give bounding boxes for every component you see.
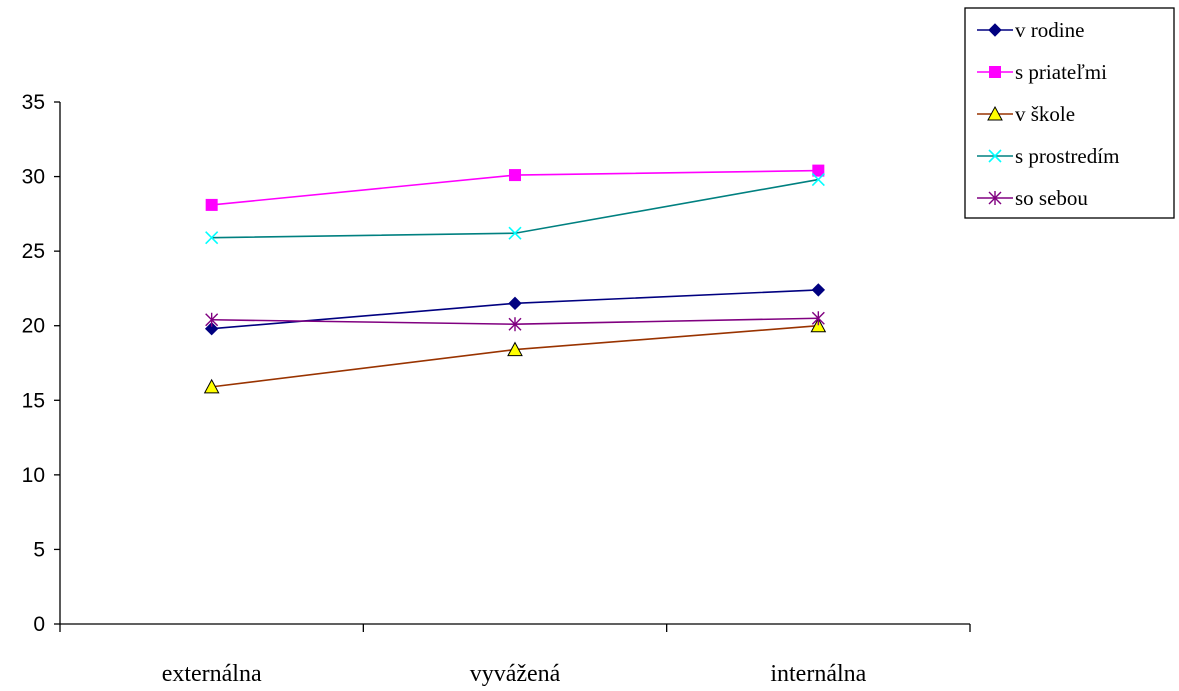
legend-marker bbox=[988, 23, 1002, 37]
series-line bbox=[211, 178, 819, 239]
x-tick-label: internálna bbox=[770, 661, 866, 687]
legend-marker bbox=[988, 191, 1002, 205]
x-axis-ticks: externálna vyvážená internálna bbox=[59, 624, 971, 687]
y-tick-label: 20 bbox=[22, 315, 45, 338]
y-tick-label: 30 bbox=[22, 166, 45, 189]
data-point bbox=[507, 341, 523, 357]
legend-item: v rodine bbox=[977, 18, 1084, 42]
data-point bbox=[812, 164, 825, 177]
legend-marker bbox=[987, 105, 1003, 121]
data-point bbox=[508, 296, 522, 311]
series-so-sebou bbox=[205, 311, 825, 332]
y-tick-label: 15 bbox=[22, 389, 45, 412]
series-s-prostred-m bbox=[205, 172, 825, 245]
chart-axes bbox=[59, 102, 970, 625]
legend-item: so sebou bbox=[977, 186, 1088, 210]
data-point bbox=[508, 317, 522, 332]
legend-label: s prostredím bbox=[1015, 144, 1119, 168]
y-tick-label: 0 bbox=[33, 613, 45, 636]
data-point bbox=[205, 312, 219, 327]
data-point bbox=[811, 172, 825, 187]
y-tick-label: 35 bbox=[22, 91, 45, 114]
data-point bbox=[811, 311, 825, 326]
series-layer bbox=[203, 164, 827, 394]
y-tick-label: 10 bbox=[22, 464, 45, 487]
x-tick-label: externálna bbox=[162, 661, 262, 687]
legend-item: s priateľmi bbox=[977, 60, 1107, 84]
legend-box bbox=[964, 7, 1175, 219]
legend-label: so sebou bbox=[1015, 186, 1088, 210]
series-line bbox=[211, 324, 819, 388]
y-tick-label: 25 bbox=[22, 240, 45, 263]
legend-label: v rodine bbox=[1015, 18, 1084, 42]
data-point bbox=[205, 231, 219, 245]
data-point bbox=[508, 226, 522, 240]
series-v-rodine bbox=[204, 283, 826, 336]
data-point bbox=[204, 321, 219, 336]
series-v-kole bbox=[203, 317, 827, 394]
data-point bbox=[203, 378, 220, 394]
legend-marker bbox=[988, 149, 1002, 163]
legend-marker bbox=[989, 66, 1001, 78]
y-tick-label: 5 bbox=[33, 538, 45, 561]
legend-item: v škole bbox=[977, 102, 1075, 126]
series-s-priate-mi bbox=[205, 164, 825, 211]
legend-item: s prostredím bbox=[977, 144, 1119, 168]
legend-label: s priateľmi bbox=[1015, 60, 1107, 84]
data-point bbox=[509, 169, 521, 182]
data-point bbox=[205, 198, 218, 211]
x-tick-label: vyvážená bbox=[470, 661, 561, 687]
y-axis-ticks: 0 5 10 15 20 25 30 35 bbox=[22, 91, 60, 636]
data-point bbox=[811, 283, 826, 297]
legend: v rodine s priateľmi v škole s prostredím so… bbox=[964, 7, 1175, 219]
legend-label: v škole bbox=[1015, 102, 1075, 126]
